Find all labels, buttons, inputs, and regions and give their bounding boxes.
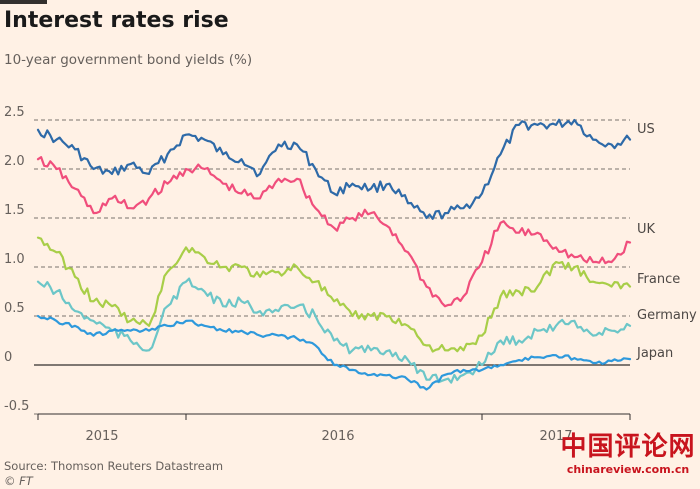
y-tick-label: 0: [4, 350, 12, 365]
chart-series: [36, 118, 632, 391]
series-line-france: [36, 236, 632, 353]
series-label-us: US: [637, 122, 655, 137]
y-tick-label: 1.5: [4, 203, 25, 218]
series-label-uk: UK: [637, 222, 656, 237]
series-label-japan: Japan: [636, 346, 673, 361]
watermark-url: chinareview.com.cn: [566, 463, 690, 476]
series-label-germany: Germany: [637, 308, 697, 323]
series-line-uk: [36, 156, 632, 308]
series-line-us: [36, 118, 632, 220]
x-tick-label: 2015: [85, 429, 118, 444]
y-tick-label: 2.5: [4, 105, 25, 120]
chinareview-watermark: 中国评论网 chinareview.com.cn: [560, 432, 696, 482]
watermark-logo-text: 中国评论网: [560, 432, 696, 462]
y-tick-label: 1.0: [4, 252, 25, 267]
chart-subtitle: 10-year government bond yields (%): [4, 52, 253, 68]
series-line-germany: [36, 277, 632, 384]
header-accent-bar: [0, 0, 47, 4]
series-line-japan: [36, 314, 632, 391]
x-tick-label: 2017: [539, 429, 572, 444]
x-tick-label: 2016: [321, 429, 354, 444]
series-label-france: France: [637, 272, 680, 287]
y-tick-label: -0.5: [4, 399, 29, 414]
source-note: Source: Thomson Reuters Datastream: [4, 459, 224, 473]
credit-note: © FT: [4, 474, 33, 488]
chart-series-labels: US UK France Germany Japan: [636, 122, 697, 361]
chart-title: Interest rates rise: [4, 8, 229, 33]
chart-grid: 2.5 2.0 1.5 1.0 0.5 0 -0.5 2015 2016 2017: [4, 105, 631, 444]
y-tick-label: 0.5: [4, 301, 25, 316]
y-tick-label: 2.0: [4, 154, 25, 169]
